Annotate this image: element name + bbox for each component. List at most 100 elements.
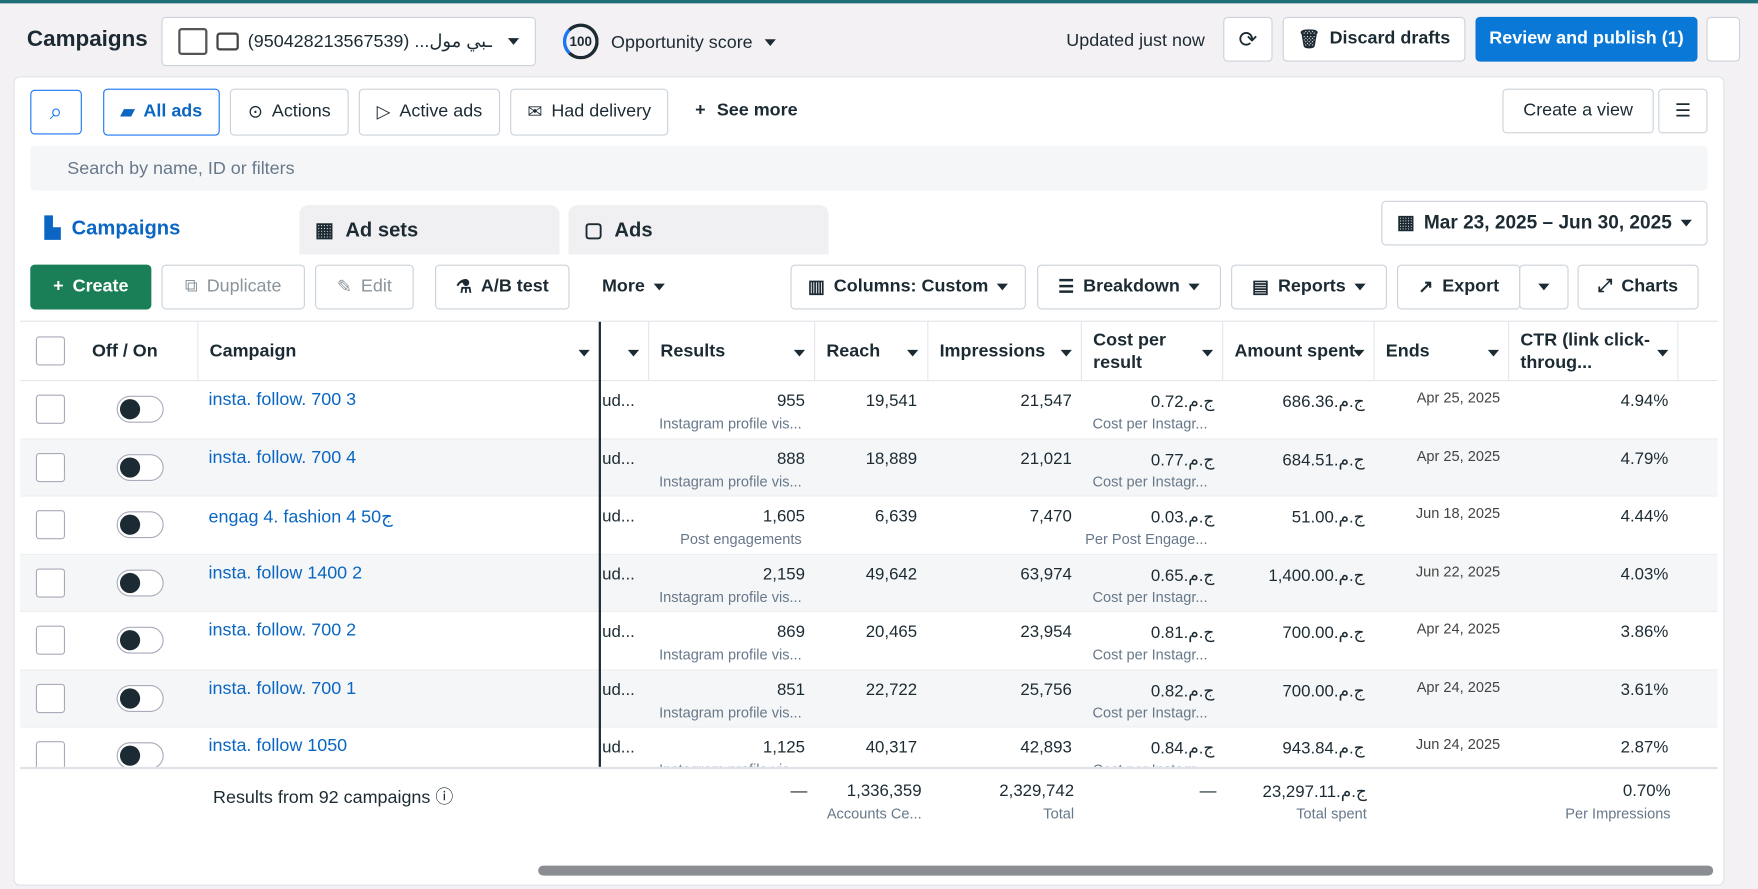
campaign-name[interactable]: insta. follow. 700 3 [209,390,357,410]
campaign-name[interactable]: insta. follow 1400 2 [209,563,363,583]
label: 4.79% [1620,449,1669,469]
caret [997,283,1009,291]
toggle[interactable] [116,742,164,770]
table-row[interactable] [20,496,1718,555]
label: 49,642 [865,564,918,584]
impressions: 63,974 [928,565,1071,584]
label: engag 4. fashion 4 50ج [208,507,393,527]
ctr: 3.86% [1509,622,1669,641]
label: insta. follow. 700 1 [208,678,357,698]
filter-chip[interactable]: ⊙ Actions [229,88,349,136]
label: All ads [143,102,203,122]
more-button[interactable]: More [583,265,684,310]
campaign-name[interactable]: insta. follow. 700 1 [209,679,357,699]
table-row[interactable] [20,669,1718,728]
checkbox[interactable] [35,683,66,713]
end-date: Apr 24, 2025 [1375,620,1500,637]
label: Ad sets [345,218,419,241]
column-header[interactable]: Ends [1375,321,1510,382]
column-header[interactable]: Campaign [198,321,600,382]
search-input[interactable]: Search by name, ID or filters [30,145,1708,191]
column-header[interactable]: Results [649,321,816,382]
date-range: Mar 23, 2025 – Jun 30, 2025 [1423,211,1672,234]
column-header[interactable]: Cost per result [1082,321,1224,382]
checkbox[interactable] [35,625,66,655]
toggle[interactable] [116,511,164,539]
column-header[interactable] [600,321,650,382]
checkbox[interactable] [35,394,66,424]
toggle[interactable] [116,453,164,481]
result-type: Instagram profile vis... [649,646,802,663]
export-dropdown[interactable] [1519,264,1569,310]
label: — [1199,781,1217,801]
more-button[interactable] [1706,16,1741,62]
publish-button[interactable]: Review and publish (1) [1475,16,1698,62]
breakdown-button[interactable]: ☰ Breakdown [1037,264,1221,310]
campaign-name[interactable]: engag 4. fashion 4 50ج [209,506,393,528]
discard-button[interactable]: 🗑 Discard drafts [1282,16,1466,62]
label: Accounts Ce... [826,805,922,822]
label: ج.م.684.51 [1282,450,1365,470]
toggle[interactable] [116,569,164,596]
label: Reach [826,341,881,361]
caret [1188,283,1201,291]
date-picker[interactable]: ▦ Mar 23, 2025 – Jun 30, 2025 [1381,200,1708,246]
settings-button[interactable]: ☰ [1658,88,1708,134]
table-row[interactable] [20,381,1718,439]
campaign-name[interactable]: insta. follow. 700 2 [209,621,357,641]
tab[interactable]: ▙ Campaigns [29,199,290,256]
label: insta. follow. 700 4 [208,447,357,467]
label: ج.م.0.82 [1150,681,1215,701]
campaign-name[interactable]: insta. follow. 700 4 [209,448,357,468]
edit-button[interactable]: ✎ Edit [315,264,414,310]
score-label[interactable]: Opportunity score [611,33,753,53]
column-header[interactable]: Impressions [928,321,1082,382]
create-view-button[interactable]: Create a view [1502,88,1654,134]
column-header[interactable]: Off / On [81,321,199,382]
checkbox[interactable] [35,510,66,540]
refresh-button[interactable]: ⟳ [1223,16,1273,62]
table-row[interactable] [20,554,1718,613]
duplicate-button[interactable]: ⧉ Duplicate [161,264,305,310]
column-header[interactable]: Amount spent [1223,321,1375,382]
reach: 22,722 [815,680,917,699]
create-button[interactable]: + Create [30,264,152,310]
checkbox[interactable] [35,567,66,598]
column-header[interactable]: CTR (link click-throug... [1509,321,1679,382]
columns-button[interactable]: ▥ Columns: Custom [790,264,1026,310]
toggle[interactable] [116,684,164,712]
label: ud... [602,506,635,526]
table-row[interactable] [20,612,1718,670]
account-selector[interactable]: (950428213567539) ...ـبي مول [161,16,536,67]
filter-chip[interactable]: ✉ Had delivery [510,88,669,136]
reports-button[interactable]: ▤ Reports [1231,264,1387,310]
checkbox[interactable] [35,336,66,366]
filter-chip[interactable]: ▷ Active ads [358,88,501,136]
label: Cost per Instagr... [1092,645,1208,663]
checkbox[interactable] [35,741,66,771]
ctr: 4.94% [1509,391,1669,410]
label: ج.م.0.65 [1150,565,1215,585]
toggle[interactable] [116,626,164,654]
export-button[interactable]: ↗ Export [1397,264,1521,310]
campaign-name[interactable]: insta. follow 1050 [209,737,348,757]
label: Ends [1385,341,1430,361]
see-more[interactable]: + See more [695,101,797,121]
info-icon[interactable]: ⓘ [435,788,454,808]
tab[interactable]: ▦ Ad sets [299,205,560,255]
cost-per-result: ج.م.0.84 [1082,738,1214,758]
search-button[interactable]: ⌕ [30,89,82,135]
label: ج.م.943.84 [1282,738,1365,758]
label: 3.61% [1620,680,1669,700]
table-divider [598,321,601,863]
table-row[interactable] [20,438,1718,497]
column-header[interactable]: Reach [815,321,929,382]
toggle[interactable] [116,395,164,423]
charts-button[interactable]: ⤢ Charts [1577,264,1699,310]
label: Create [72,276,129,296]
label: Jun 18, 2025 [1415,504,1501,522]
filter-chip[interactable]: ▰ All ads [103,88,220,136]
checkbox[interactable] [35,452,66,482]
ab_test-button[interactable]: ⚗ A/B test [435,264,570,310]
tab[interactable]: ▢ Ads [568,205,829,255]
